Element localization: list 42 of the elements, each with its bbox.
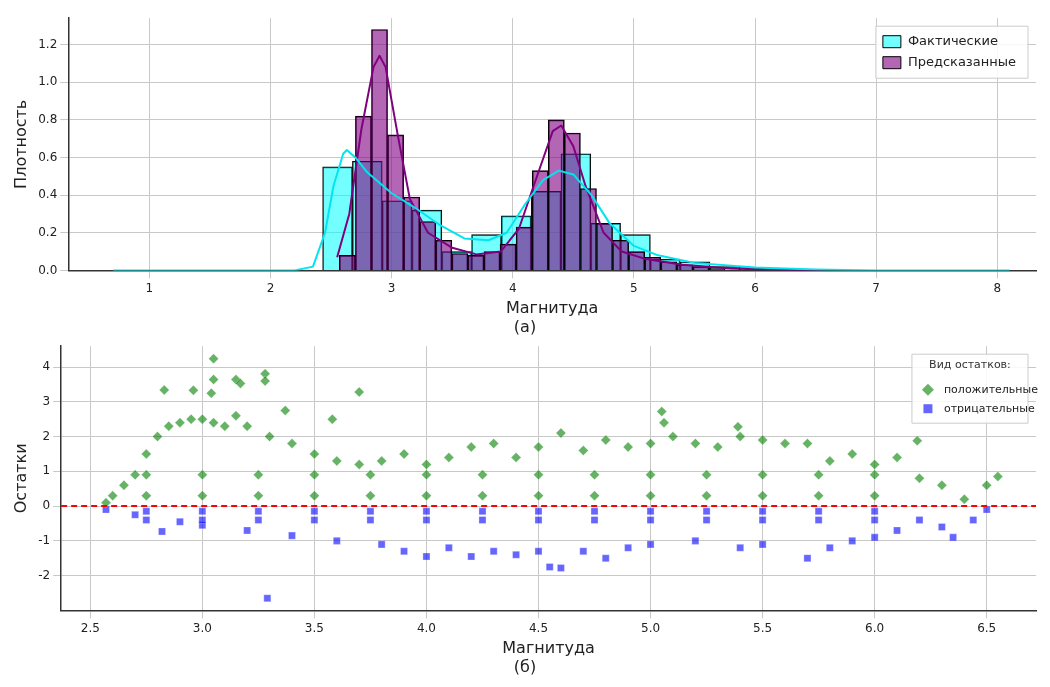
y-tick-label: 0.2 <box>38 224 58 239</box>
text: (а) <box>512 317 538 336</box>
x-tick-label: 1 <box>145 280 154 295</box>
x-tick-label: 6.0 <box>865 620 885 635</box>
legend-label: положительные <box>943 382 1039 396</box>
y-tick-label: 0.8 <box>38 111 58 126</box>
x-tick-label: 4 <box>508 280 517 295</box>
y-tick-label: 0.6 <box>38 149 58 164</box>
y-tick-label: -2 <box>38 567 51 582</box>
y-tick-label: 2 <box>42 428 51 443</box>
x-tick-label: 5.0 <box>641 620 661 635</box>
x-tick-label: 6.5 <box>977 620 997 635</box>
legend-label: отрицательные <box>943 401 1035 415</box>
y-tick-label: 1.2 <box>38 36 58 51</box>
x-tick-label: 3.0 <box>192 620 212 635</box>
x-tick-label: 3.5 <box>304 620 324 635</box>
x-tick-label: 4.5 <box>528 620 549 635</box>
legend-title: Вид остатков: <box>929 357 1011 371</box>
x-axis-title: Магнитуда <box>505 297 599 317</box>
y-tick-label: 0 <box>42 498 51 513</box>
y-tick-label: 4 <box>42 359 51 374</box>
text: (б) <box>512 657 538 676</box>
y-axis-title: Плотность <box>10 99 30 189</box>
x-tick-label: 5.5 <box>753 620 773 635</box>
x-tick-label: 6 <box>751 280 759 295</box>
y-tick-label: 0.4 <box>38 187 58 202</box>
y-tick-label: 1.0 <box>38 74 58 89</box>
x-tick-label: 7 <box>872 280 880 295</box>
x-tick-label: 5 <box>630 280 638 295</box>
y-tick-label: 0.0 <box>38 262 58 277</box>
y-tick-label: 1 <box>42 463 51 478</box>
x-tick-label: 3 <box>387 280 396 295</box>
y-tick-label: -1 <box>38 533 51 547</box>
x-tick-label: 8 <box>993 280 1002 295</box>
x-tick-label: 4.0 <box>416 620 436 635</box>
x-axis-title: Магнитуда <box>502 637 595 657</box>
x-tick-label: 2.5 <box>80 620 100 635</box>
legend-label: Фактические <box>907 33 999 49</box>
y-axis-title: Остатки <box>10 443 30 514</box>
y-tick-label: 3 <box>42 393 51 408</box>
legend-label: Предсказанные <box>907 54 1017 70</box>
x-tick-label: 2 <box>266 280 275 295</box>
